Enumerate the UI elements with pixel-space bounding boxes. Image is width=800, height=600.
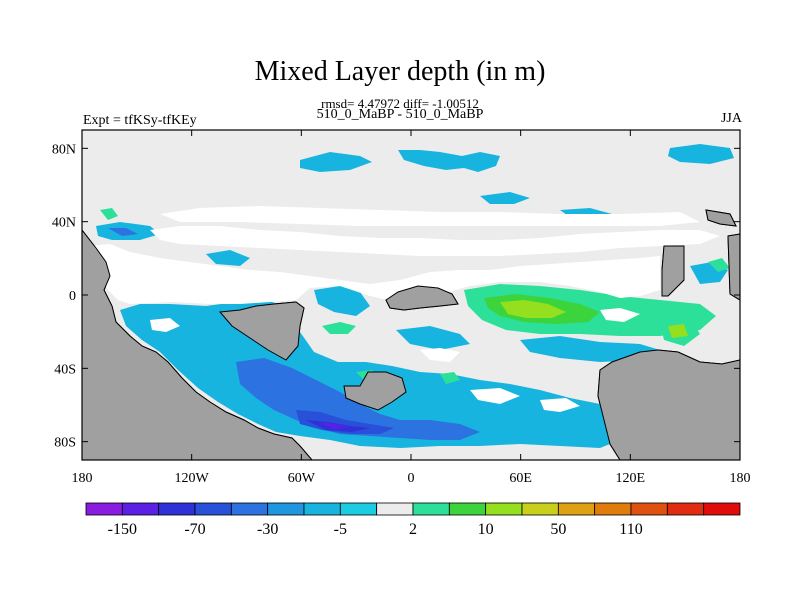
colorbar-label: -150 <box>108 521 137 538</box>
lat-tick-label: 80N <box>52 142 76 157</box>
latitude-axis: 80N 40N 0 40S 80S <box>52 142 740 451</box>
season-label: JJA <box>720 111 742 126</box>
colorbar-box <box>412 502 450 516</box>
colorbar-box <box>594 502 632 516</box>
lon-tick-label: 60W <box>288 471 316 486</box>
colorbar-box <box>485 502 523 516</box>
colorbar-box <box>303 502 341 516</box>
colorbar-label: 10 <box>478 521 494 538</box>
lat-tick-label: 40S <box>54 362 76 377</box>
colorbar-box <box>703 502 741 516</box>
colorbar-box <box>230 502 269 516</box>
colorbar-label: -5 <box>334 521 347 538</box>
positive-anomaly-fill <box>100 208 730 384</box>
colorbar-box <box>267 502 305 516</box>
lon-tick-label: 120W <box>175 471 210 486</box>
land-overlay <box>82 209 740 460</box>
colorbar-box <box>630 502 668 516</box>
lon-tick-label: 0 <box>408 471 415 486</box>
colorbar-labels: -150 -70 -30 -5 2 10 50 110 <box>108 521 643 538</box>
colorbar-label: 2 <box>409 521 417 538</box>
colorbar-boxes <box>85 502 741 516</box>
experiment-label: Expt = tfKSy-tfKEy <box>83 113 197 128</box>
lat-tick-label: 80S <box>54 436 76 451</box>
lon-tick-label: 120E <box>616 471 646 486</box>
colorbar-box <box>158 502 196 516</box>
colorbar-box <box>121 502 160 516</box>
colorbar-label: -30 <box>257 521 278 538</box>
stats-label: rmsd= 4.47972 diff= -1.00512 <box>321 96 479 111</box>
lat-tick-label: 40N <box>52 216 76 231</box>
lon-tick-label: 60E <box>509 471 532 486</box>
colorbar-label: -70 <box>184 521 205 538</box>
lon-tick-label: 180 <box>730 471 751 486</box>
plot-title: Mixed Layer depth (in m) <box>254 56 546 87</box>
colorbar-label: 110 <box>619 521 642 538</box>
colorbar-box <box>194 502 232 516</box>
colorbar-box <box>339 502 378 516</box>
colorbar-box <box>85 502 123 516</box>
near-zero-regions <box>90 206 720 412</box>
plot-subtitle: 510_0_MaBP - 510_0_MaBP <box>316 107 484 122</box>
colorbar-box <box>557 502 596 516</box>
longitude-axis: 180 120W 60W 0 60E 120E 180 <box>72 130 751 486</box>
lon-tick-label: 180 <box>72 471 93 486</box>
lat-tick-label: 0 <box>69 289 76 304</box>
colorbar-box <box>448 502 487 516</box>
colorbar-box <box>376 502 414 516</box>
colorbar-box <box>666 502 705 516</box>
colorbar-box <box>521 502 559 516</box>
colorbar-label: 50 <box>550 521 566 538</box>
